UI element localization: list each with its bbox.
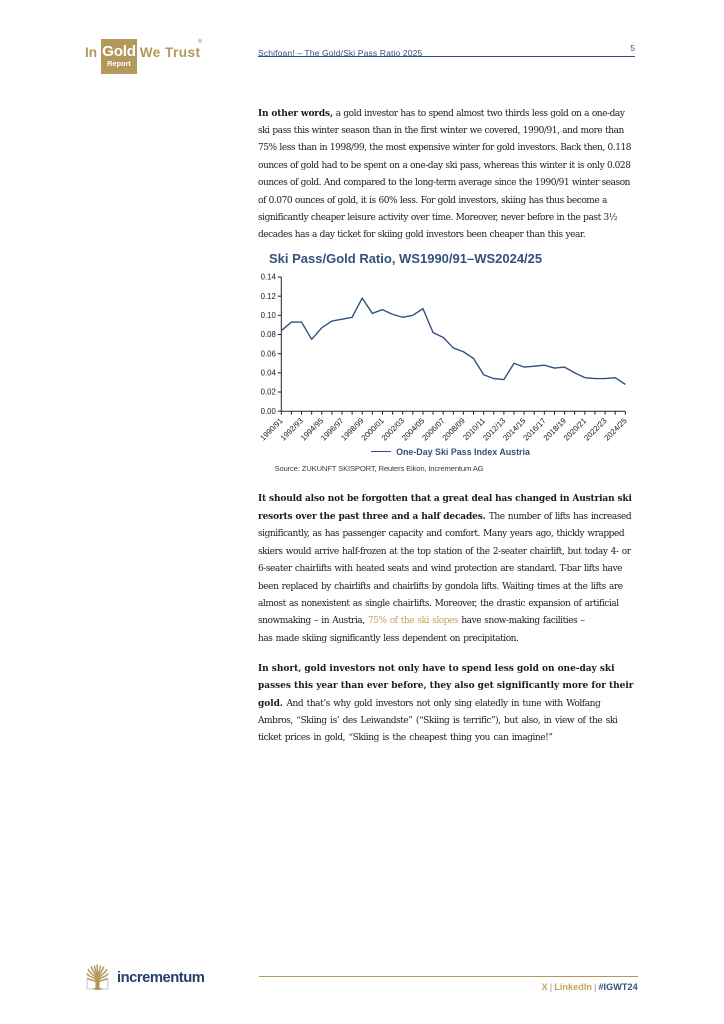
- page-number: 5: [630, 42, 635, 53]
- logo-word-gold: Gold: [102, 42, 136, 60]
- paragraph-austrian-ski-resorts: It should also not be forgotten that a g…: [258, 491, 636, 648]
- body-text: have snow-making facilities –: [458, 616, 585, 627]
- x-tick-label: 2024/25: [602, 416, 629, 443]
- bold-lead-text: In short, gold investors not only have t…: [258, 663, 634, 709]
- paragraph-in-short: In short, gold investors not only have t…: [258, 661, 636, 748]
- legend-label: One-Day Ski Pass Index Austria: [396, 446, 530, 457]
- y-tick-label: 0.10: [261, 311, 277, 320]
- chart-title: Ski Pass/Gold Ratio, WS1990/91–WS2024/25: [269, 251, 543, 266]
- registered-trademark-icon: ®: [197, 39, 203, 46]
- logo-word-in: In: [85, 44, 98, 60]
- y-tick-label: 0.04: [261, 368, 277, 377]
- running-title: Schifoan! – The Gold/Ski Pass Ratio 2025: [258, 47, 423, 58]
- logo-word-wetrust: We Trust: [139, 44, 201, 60]
- body-text: a gold investor has to spend almost two …: [258, 108, 632, 241]
- chart-legend: One-Day Ski Pass Index Austria: [248, 446, 653, 457]
- ski-pass-data-line: [280, 297, 626, 385]
- legend-line-swatch: [371, 450, 392, 453]
- bold-lead-text: It should also not be forgotten that a g…: [258, 494, 632, 522]
- running-head: Schifoan! – The Gold/Ski Pass Ratio 2025…: [258, 43, 635, 61]
- ski-pass-gold-ratio-chart: 0.000.020.040.060.080.100.120.141990/911…: [258, 273, 629, 443]
- body-text: The number of lifts has increased signif…: [258, 511, 632, 627]
- hashtag-igwt24: #IGWT24: [598, 981, 638, 992]
- bold-lead-text: In other words,: [258, 108, 333, 119]
- body-text: has made skiing significantly less depen…: [258, 633, 519, 644]
- crop-mark-brackets: [86, 979, 109, 990]
- footer-social-links: X | LinkedIn | #IGWT24: [542, 982, 638, 992]
- y-tick-label: 0.08: [261, 330, 276, 339]
- separator: |: [549, 981, 553, 992]
- y-tick-label: 0.12: [261, 292, 276, 301]
- footer-rule: [259, 975, 638, 978]
- y-tick-label: 0.02: [261, 388, 276, 397]
- logo-word-report: Report: [107, 59, 131, 69]
- y-tick-label: 0.06: [261, 349, 276, 358]
- separator: |: [594, 981, 597, 992]
- y-tick-label: 0.14: [261, 273, 277, 282]
- paragraph-in-other-words: In other words, a gold investor has to s…: [258, 106, 636, 245]
- incrementum-tree-icon: [86, 964, 109, 991]
- x-link[interactable]: X: [541, 981, 548, 992]
- ski-slopes-link[interactable]: 75% of the ski slopes: [367, 616, 459, 627]
- body-text: And that’s why gold investors not only s…: [258, 698, 618, 744]
- incrementum-wordmark: incrementum: [117, 969, 205, 986]
- tree-branches: [86, 964, 109, 991]
- linkedin-link[interactable]: LinkedIn: [554, 981, 593, 992]
- y-tick-label: 0.00: [261, 407, 277, 416]
- header-rule: [258, 56, 635, 58]
- chart-source: Source: ZUKUNFT SKISPORT, Reuters Eikon,…: [274, 464, 484, 474]
- logo-gold-box: [101, 39, 137, 74]
